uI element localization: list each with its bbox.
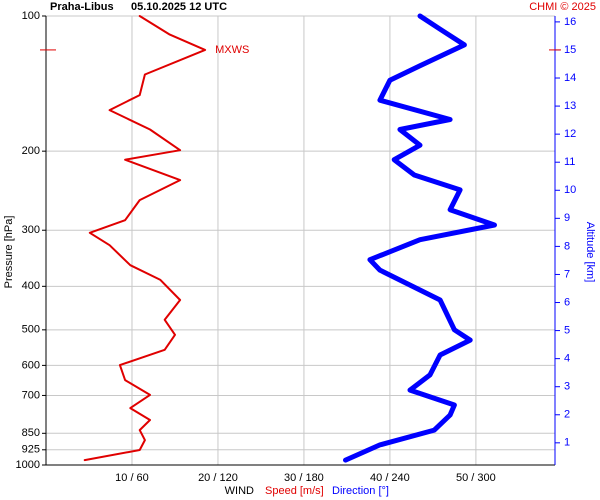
profile-line (343, 13, 497, 463)
credit: CHMI © 2025 (529, 1, 596, 13)
y2-tick-label: 7 (564, 268, 570, 280)
y2-tick-label: 1 (564, 437, 570, 449)
y2-tick-label: 16 (564, 16, 576, 28)
x-axis-label: WIND (225, 485, 254, 497)
x-tick-label: 40 / 240 (370, 472, 410, 484)
chart-subtitle: 05.10.2025 12 UTC (131, 1, 227, 13)
y-axis-label: Pressure [hPa] (3, 216, 15, 289)
y2-tick-label: 10 (564, 184, 576, 196)
x-tick-label: 10 / 60 (115, 472, 149, 484)
y-tick-label: 200 (22, 145, 40, 157)
x-tick-label: 20 / 120 (198, 472, 238, 484)
y-tick-label: 1000 (16, 459, 40, 471)
y-tick-label: 925 (22, 444, 40, 456)
y2-tick-label: 11 (564, 156, 575, 168)
y2-tick-label: 6 (564, 296, 570, 308)
y2-tick-label: 3 (564, 381, 570, 393)
legend-entry: Speed [m/s] (265, 485, 324, 497)
x-tick-label: 30 / 180 (284, 472, 324, 484)
y2-tick-label: 12 (564, 128, 576, 140)
y2-tick-label: 13 (564, 100, 576, 112)
profile-line (83, 15, 207, 462)
chart-title: Praha-Libus (50, 1, 114, 13)
y-tick-label: 700 (22, 389, 40, 401)
y2-tick-label: 5 (564, 324, 570, 336)
y2-tick-label: 15 (564, 44, 576, 56)
y2-tick-label: 14 (564, 72, 576, 84)
y2-axis-label: Altitude [km] (584, 222, 596, 283)
y-tick-label: 400 (22, 280, 40, 292)
y2-tick-label: 9 (564, 212, 570, 224)
y2-tick-label: 4 (564, 353, 570, 365)
y2-tick-label: 8 (564, 240, 570, 252)
y-tick-label: 300 (22, 224, 40, 236)
x-tick-label: 50 / 300 (456, 472, 496, 484)
y2-tick-label: 2 (564, 409, 570, 421)
y-tick-label: 600 (22, 359, 40, 371)
y-tick-label: 500 (22, 324, 40, 336)
annotation: MXWS (215, 44, 249, 56)
y-tick-label: 850 (22, 427, 40, 439)
legend-entry: Direction [°] (332, 485, 389, 497)
y-tick-label: 100 (22, 10, 40, 22)
